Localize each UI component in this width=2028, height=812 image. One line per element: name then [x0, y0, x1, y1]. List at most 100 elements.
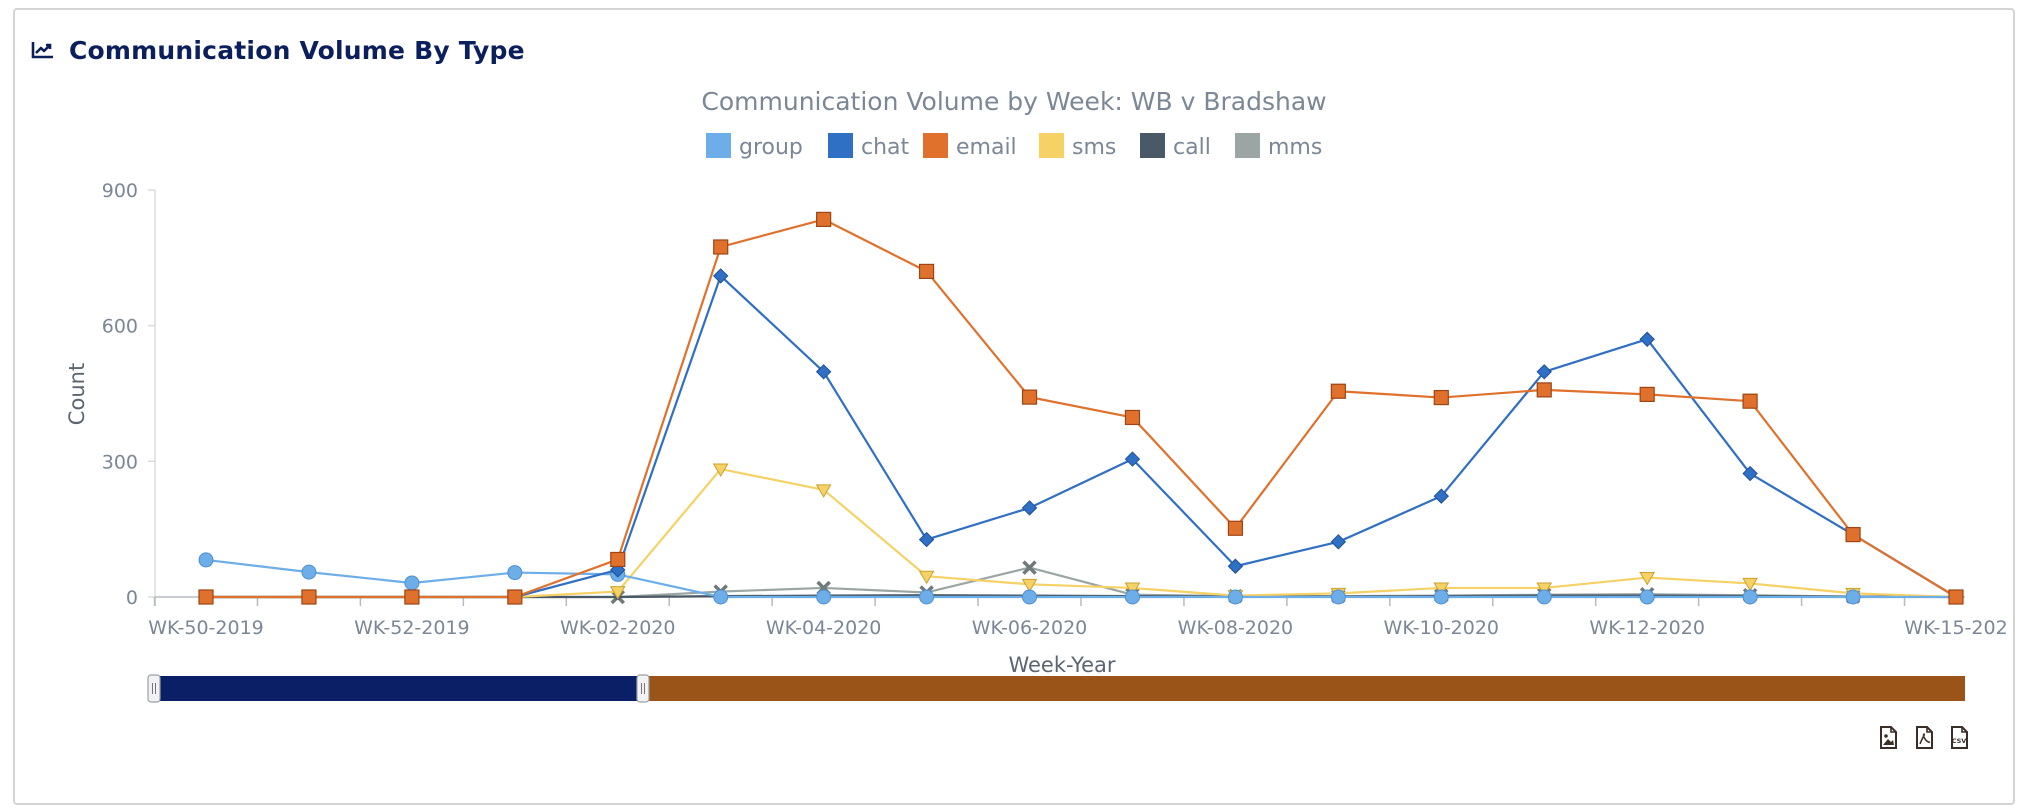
legend-label-sms: sms [1072, 135, 1116, 160]
x-tick-label: WK-52-2019 [354, 617, 470, 639]
handle-body[interactable] [636, 674, 650, 703]
data-point-sms[interactable] [1536, 582, 1553, 596]
data-point-group[interactable] [1227, 589, 1243, 605]
data-point-group[interactable] [713, 589, 729, 605]
data-point-sms[interactable] [1742, 577, 1758, 592]
data-point-chat[interactable] [1433, 488, 1450, 504]
legend-label-mms: mms [1268, 135, 1322, 160]
chart-title: Communication Volume by Week: WB v Brads… [701, 87, 1326, 116]
data-point-mms[interactable] [1022, 560, 1037, 575]
data-point-group[interactable] [507, 565, 523, 581]
data-point-sms[interactable] [1433, 582, 1450, 596]
data-point-group[interactable] [919, 589, 935, 605]
legend-label-group: group [739, 135, 803, 160]
navigator-handle-right[interactable] [636, 674, 650, 703]
file-fold [1961, 727, 1967, 733]
data-point-email[interactable] [404, 589, 420, 605]
range-navigator[interactable] [147, 674, 1965, 703]
export-csv-icon[interactable]: CSV [1951, 726, 1968, 749]
data-point-group[interactable] [1330, 589, 1346, 605]
data-point-chat[interactable] [1330, 534, 1347, 550]
x-tick-label: WK-12-2020 [1589, 617, 1705, 639]
data-point-group[interactable] [1124, 589, 1140, 605]
legend-item-email[interactable]: email [923, 133, 1017, 160]
x-tick-label: WK-06-2020 [972, 617, 1088, 639]
legend-swatch-email [923, 133, 948, 158]
data-point-email[interactable] [816, 211, 832, 227]
legend-swatch-group [706, 133, 731, 158]
y-axis-label: Count [65, 363, 89, 425]
data-point-chat[interactable] [1021, 500, 1038, 516]
x-tick-label: WK-04-2020 [766, 617, 882, 639]
data-point-email[interactable] [1433, 389, 1449, 406]
data-point-email[interactable] [301, 589, 317, 605]
data-point-chat[interactable] [1639, 331, 1655, 347]
data-point-chat[interactable] [1742, 465, 1758, 482]
legend-item-sms[interactable]: sms [1039, 133, 1116, 160]
data-point-sms[interactable] [1639, 572, 1656, 586]
series-chat [198, 268, 1964, 605]
data-point-chat[interactable] [918, 531, 935, 548]
data-point-sms[interactable] [1021, 578, 1038, 593]
data-point-email[interactable] [1021, 389, 1038, 405]
data-point-chat[interactable] [1536, 364, 1552, 380]
data-point-chat[interactable] [712, 268, 729, 284]
data-point-sms[interactable] [918, 570, 935, 585]
data-point-chat[interactable] [815, 364, 832, 380]
x-tick-label: WK-08-2020 [1178, 617, 1294, 639]
x-tick-label: WK-10-2020 [1384, 617, 1500, 639]
data-point-group[interactable] [301, 564, 317, 580]
handle-body[interactable] [147, 674, 161, 703]
panel-title: Communication Volume By Type [69, 35, 525, 65]
file-fold [1926, 727, 1932, 733]
data-point-sms[interactable] [815, 484, 832, 498]
navigator-handle-left[interactable] [147, 674, 161, 703]
data-point-chat[interactable] [1227, 558, 1244, 574]
data-point-email[interactable] [1639, 386, 1655, 403]
legend-swatch-chat [828, 133, 853, 158]
data-point-group[interactable] [1022, 589, 1038, 605]
series-line-group [205, 558, 1956, 599]
y-tick-label: 300 [102, 451, 138, 473]
data-point-group[interactable] [816, 589, 832, 605]
image-mountain [1883, 739, 1894, 745]
data-point-email[interactable] [1536, 382, 1552, 398]
data-point-email[interactable] [1845, 526, 1861, 543]
data-point-email[interactable] [1742, 393, 1758, 409]
data-point-sms[interactable] [712, 463, 729, 478]
data-point-email[interactable] [1227, 520, 1244, 536]
data-point-email[interactable] [507, 589, 523, 605]
legend-item-call[interactable]: call [1140, 133, 1211, 160]
x-tick-label: WK-15-202 [1904, 617, 2007, 639]
line-chart-icon [31, 42, 53, 59]
data-point-group[interactable] [404, 575, 420, 591]
data-point-group[interactable] [1742, 589, 1758, 605]
data-point-group[interactable] [1536, 589, 1552, 605]
legend-item-chat[interactable]: chat [828, 133, 910, 160]
legend-item-group[interactable]: group [706, 133, 803, 160]
export-pdf-icon[interactable] [1916, 726, 1933, 749]
data-point-email[interactable] [1948, 589, 1964, 605]
legend-item-mms[interactable]: mms [1235, 133, 1322, 160]
x-axis-label: Week-Year [1008, 653, 1115, 677]
data-point-chat[interactable] [1124, 451, 1141, 467]
y-tick-label: 600 [102, 316, 138, 338]
navigator-selected-range[interactable] [154, 676, 643, 701]
data-point-group[interactable] [1845, 589, 1861, 605]
data-point-group[interactable] [198, 552, 214, 568]
legend-label-email: email [956, 135, 1017, 160]
data-point-email[interactable] [198, 589, 214, 605]
series-line-email [206, 218, 1957, 599]
data-point-email[interactable] [713, 239, 729, 255]
legend-label-chat: chat [861, 135, 910, 160]
export-image-icon[interactable] [1880, 726, 1897, 749]
data-point-email[interactable] [1330, 383, 1346, 399]
image-sun [1884, 734, 1888, 738]
data-point-group[interactable] [1433, 589, 1449, 605]
data-point-group[interactable] [1639, 589, 1655, 605]
data-point-sms[interactable] [609, 586, 626, 600]
data-point-sms[interactable] [1124, 582, 1141, 596]
data-point-email[interactable] [918, 263, 935, 279]
data-point-email[interactable] [1124, 409, 1141, 426]
data-point-email[interactable] [610, 551, 626, 568]
